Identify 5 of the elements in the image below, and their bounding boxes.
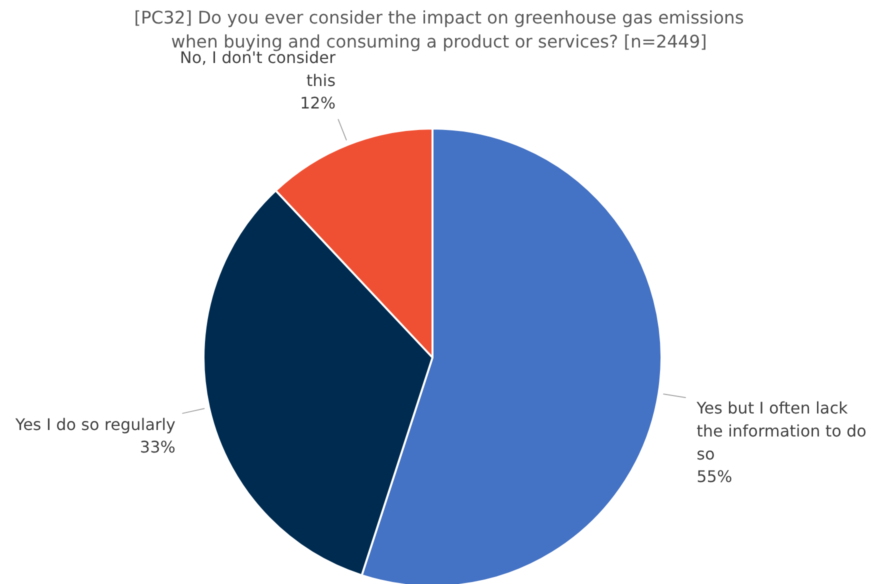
data-label: 55% <box>696 467 732 486</box>
slice-label: Yes I do so regularly <box>14 414 176 434</box>
data-label: 33% <box>140 438 176 457</box>
data-label: 12% <box>300 94 336 113</box>
slice-label: Yes but I often lack the information to do so <box>696 398 866 464</box>
